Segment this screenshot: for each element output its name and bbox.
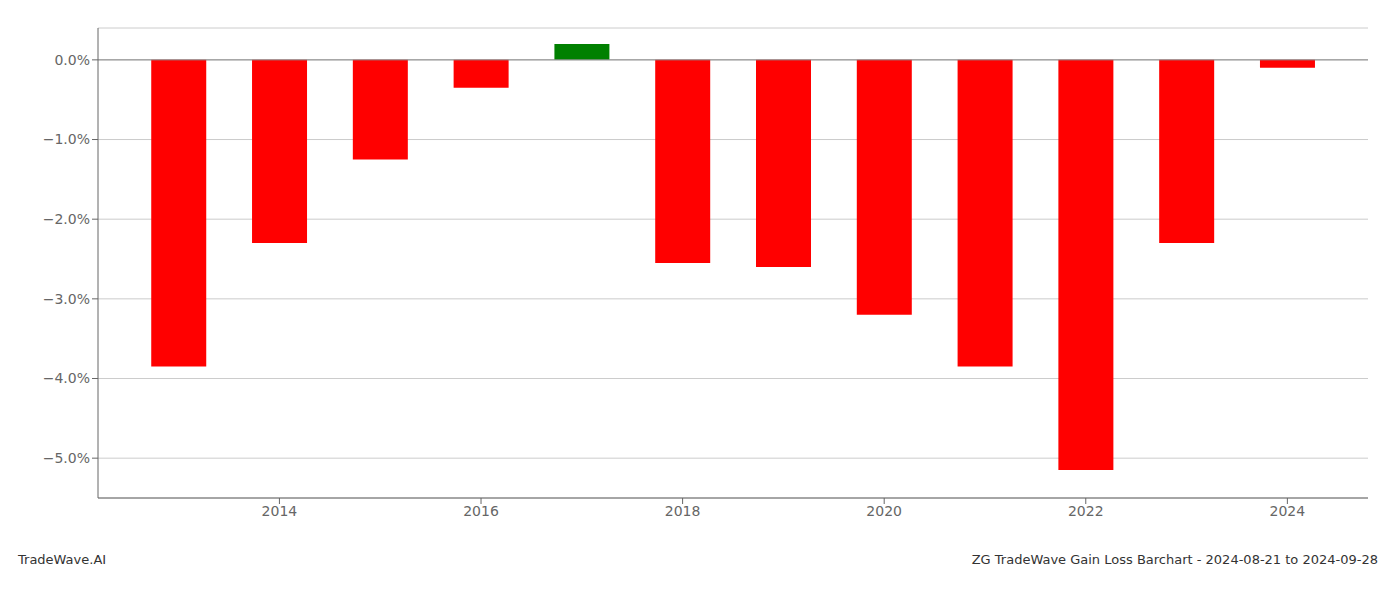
svg-text:2024: 2024 (1270, 503, 1306, 519)
svg-text:2020: 2020 (866, 503, 902, 519)
svg-text:2022: 2022 (1068, 503, 1104, 519)
svg-text:2014: 2014 (262, 503, 298, 519)
svg-text:−3.0%: −3.0% (43, 291, 90, 307)
svg-text:2016: 2016 (463, 503, 499, 519)
svg-text:−2.0%: −2.0% (43, 211, 90, 227)
svg-text:−5.0%: −5.0% (43, 450, 90, 466)
html-text:TradeWave.AI: TradeWave.AI (18, 552, 107, 567)
svg-text:−1.0%: −1.0% (43, 131, 90, 147)
html-text:ZG TradeWave Gain Loss Barchar: ZG TradeWave Gain Loss Barchart - 2024-0… (971, 552, 1378, 567)
svg-text:0.0%: 0.0% (54, 52, 90, 68)
svg-text:−4.0%: −4.0% (43, 370, 90, 386)
svg-text:2018: 2018 (665, 503, 701, 519)
